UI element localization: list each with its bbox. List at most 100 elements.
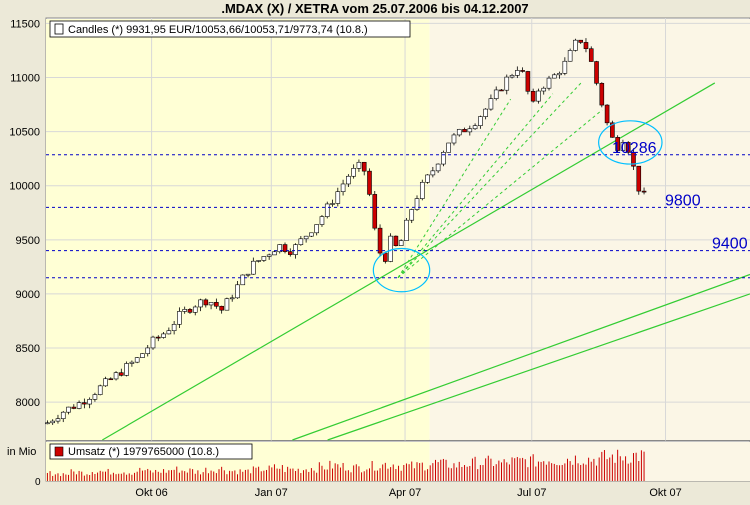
y-tick-label: 9500 <box>16 235 40 247</box>
shaded-region-0 <box>46 19 430 440</box>
candle-body <box>92 394 98 400</box>
candle-body <box>346 175 351 185</box>
candle-body <box>266 254 272 257</box>
candle-body <box>493 89 499 99</box>
candle-body <box>372 194 378 229</box>
candle-body <box>309 232 314 237</box>
candle-body <box>60 411 66 419</box>
candle-body <box>330 203 335 205</box>
candle-body <box>414 198 420 210</box>
candle-body <box>525 71 531 92</box>
candle-body <box>240 274 246 286</box>
y-tick-label: 8500 <box>16 343 40 355</box>
candle-body <box>462 129 467 133</box>
candle-body <box>478 116 483 126</box>
y-tick-label: 10500 <box>9 127 40 139</box>
candle-body <box>610 122 615 138</box>
candle-body <box>425 174 430 183</box>
candle-body <box>393 235 399 246</box>
candle-body <box>272 251 277 256</box>
candle-body <box>108 378 114 381</box>
candle-body <box>261 256 267 261</box>
x-tick-label: Apr 07 <box>389 487 421 499</box>
legend-main-text: Candles (*) 9931,95 EUR/10053,66/10053,7… <box>68 24 368 36</box>
candle-body <box>171 323 177 332</box>
candle-body <box>509 75 515 78</box>
candle-body <box>256 260 261 262</box>
fan-line-2 <box>397 82 582 279</box>
candle-body <box>588 48 594 62</box>
candle-body <box>446 142 451 153</box>
candle-body <box>536 90 541 102</box>
candle-body <box>251 260 256 275</box>
candle-body <box>472 125 478 130</box>
candle-body <box>187 309 193 313</box>
candle-body <box>177 311 182 325</box>
candle-body <box>594 61 599 84</box>
candle-body <box>367 170 372 195</box>
candle-body <box>441 152 446 165</box>
candle-body <box>520 70 525 72</box>
candle-body <box>409 209 415 221</box>
candle-body <box>604 104 610 124</box>
candle-body <box>636 165 642 192</box>
candle-body <box>546 77 552 89</box>
candle-body <box>50 420 55 424</box>
candle-body <box>134 357 140 363</box>
candle-body <box>166 330 172 335</box>
candle-body <box>214 302 219 307</box>
candle-body <box>599 82 605 106</box>
candle-body <box>192 306 198 313</box>
candle-body <box>97 385 103 395</box>
candle-body <box>483 108 488 117</box>
candle-body <box>82 402 87 405</box>
fan-line-3 <box>397 109 603 279</box>
candle-body <box>419 181 425 199</box>
legend-volume: Umsatz (*) 1979765000 (10.8.) <box>49 443 253 460</box>
candle-body <box>124 363 129 376</box>
candle-body <box>515 70 520 76</box>
highlight-ellipse-1 <box>598 120 663 165</box>
y-tick-label: 9000 <box>16 289 40 301</box>
candle-body <box>76 402 82 409</box>
candle-body <box>293 244 298 255</box>
candle-body <box>219 305 224 311</box>
candle-body <box>351 168 356 177</box>
candle-body <box>145 347 151 354</box>
candle-legend-icon <box>54 23 64 35</box>
candle-body <box>119 372 124 376</box>
candle-body <box>456 129 462 136</box>
candle-body <box>557 72 562 76</box>
candle-body <box>150 336 156 349</box>
level-label-9800: 9800 <box>665 192 701 209</box>
candle-body <box>282 244 288 252</box>
candle-body <box>340 183 346 192</box>
x-tick-label: Jul 07 <box>517 487 546 499</box>
candle-body <box>435 163 441 172</box>
candle-body <box>224 298 230 311</box>
candle-body <box>71 406 77 409</box>
fan-line-0 <box>397 98 512 278</box>
candle-body <box>499 89 504 92</box>
y-tick-label: 8000 <box>16 397 40 409</box>
candle-body <box>324 203 330 217</box>
shaded-region-1 <box>429 19 750 440</box>
candle-body <box>208 302 214 306</box>
volume-axis-label: in Mio <box>7 446 36 458</box>
candle-body <box>398 240 404 246</box>
candle-body <box>641 190 647 193</box>
chart-title: .MDAX (X) / XETRA vom 25.07.2006 bis 04.… <box>221 1 528 16</box>
legend-main: Candles (*) 9931,95 EUR/10053,66/10053,7… <box>49 20 411 38</box>
candle-body <box>467 128 473 133</box>
candle-body <box>388 235 393 262</box>
candle-body <box>277 244 283 253</box>
candle-body <box>45 422 50 425</box>
candle-body <box>303 235 309 240</box>
fan-line-1 <box>397 93 554 279</box>
candle-body <box>451 134 457 144</box>
y-tick-label: 11000 <box>10 73 40 85</box>
candle-body <box>377 227 383 254</box>
highlight-ellipse-0 <box>372 247 431 293</box>
level-label-9400: 9400 <box>712 236 748 253</box>
candle-body <box>404 219 409 241</box>
